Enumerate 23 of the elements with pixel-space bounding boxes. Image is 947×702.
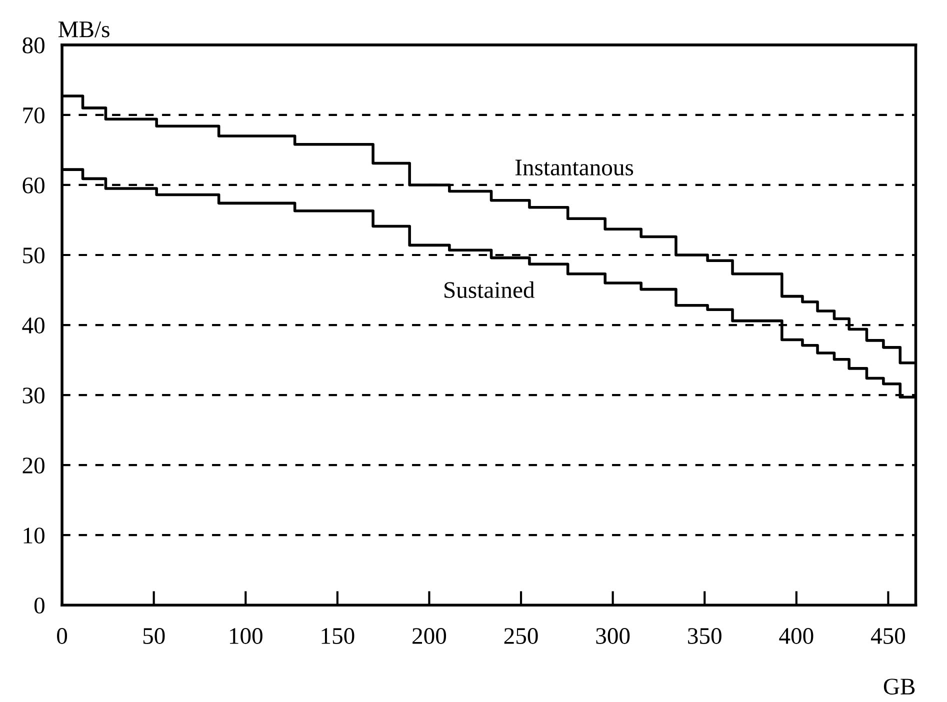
x-tick-label: 100 bbox=[230, 628, 262, 644]
y-axis-title: MB/s bbox=[58, 22, 110, 38]
y-tick-label: 0 bbox=[34, 598, 44, 614]
x-tick-label: 400 bbox=[779, 628, 814, 644]
y-tick-label: 70 bbox=[23, 107, 44, 124]
y-tick-label: 20 bbox=[22, 458, 44, 474]
x-tick-label: 50 bbox=[143, 628, 165, 644]
y-tick-label: 10 bbox=[24, 528, 44, 544]
y-tick-label: 40 bbox=[22, 318, 44, 334]
x-tick-label: 0 bbox=[57, 628, 68, 644]
y-tick-label: 80 bbox=[22, 37, 44, 54]
x-axis-title: GB bbox=[884, 678, 915, 695]
x-tick-label: 350 bbox=[688, 628, 722, 644]
series-label: Instantanous bbox=[515, 160, 634, 176]
x-tick-label: 450 bbox=[870, 628, 906, 644]
y-tick-label: 30 bbox=[22, 388, 44, 404]
y-tick-label: 60 bbox=[22, 177, 44, 194]
x-tick-label: 300 bbox=[596, 628, 630, 644]
series-label: Sustained bbox=[444, 281, 535, 298]
x-tick-label: 150 bbox=[322, 628, 354, 644]
y-tick-label: 50 bbox=[23, 247, 44, 264]
x-tick-label: 250 bbox=[504, 628, 538, 644]
x-tick-label: 200 bbox=[412, 628, 446, 644]
